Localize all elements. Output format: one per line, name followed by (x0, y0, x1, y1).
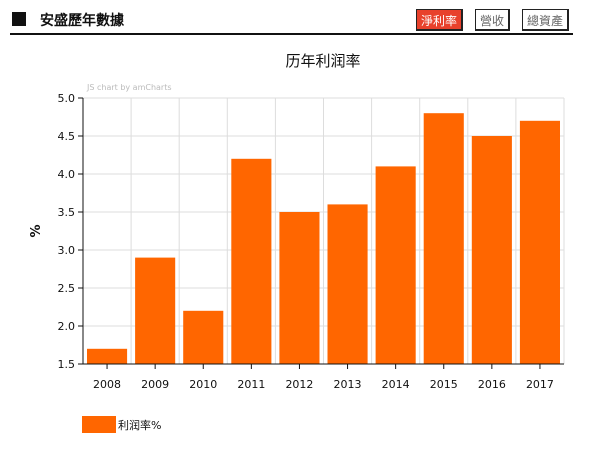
y-tick-label: 4.0 (58, 168, 76, 181)
y-axis-label: % (29, 224, 44, 237)
bar-2016[interactable] (471, 136, 512, 364)
y-tick-label: 1.5 (58, 358, 76, 371)
chart-title: 历年利润率 (285, 52, 360, 70)
tab-revenue[interactable]: 營收 (475, 9, 511, 31)
y-tick-label: 3.5 (58, 206, 76, 219)
page-title: 安盛歷年數據 (40, 13, 124, 29)
x-tick-label: 2014 (382, 378, 410, 391)
header-square-icon (12, 12, 26, 26)
x-tick-label: 2008 (93, 378, 121, 391)
bar-2009[interactable] (135, 257, 176, 364)
bar-2014[interactable] (375, 166, 416, 364)
bar-2012[interactable] (279, 212, 320, 364)
legend-label[interactable]: 利润率% (118, 418, 161, 432)
x-tick-label: 2012 (285, 378, 313, 391)
tab-total-assets[interactable]: 總資產 (522, 9, 570, 31)
legend-swatch[interactable] (82, 416, 116, 433)
x-tick-label: 2009 (141, 378, 169, 391)
x-tick-label: 2013 (334, 378, 362, 391)
y-tick-label: 2.5 (58, 282, 76, 295)
header-divider (10, 33, 573, 35)
tab-net-margin[interactable]: 淨利率 (416, 9, 464, 31)
bar-2011[interactable] (231, 158, 272, 364)
bar-2008[interactable] (87, 348, 128, 364)
y-tick-label: 4.5 (58, 130, 76, 143)
y-tick-label: 2.0 (58, 320, 76, 333)
bar-2015[interactable] (423, 113, 464, 364)
bar-2013[interactable] (327, 204, 368, 364)
x-tick-label: 2016 (478, 378, 506, 391)
x-tick-label: 2011 (237, 378, 265, 391)
x-tick-label: 2017 (526, 378, 554, 391)
y-tick-label: 3.0 (58, 244, 76, 257)
x-tick-label: 2010 (189, 378, 217, 391)
y-tick-label: 5.0 (58, 92, 76, 105)
page-header: 安盛歷年數據 (10, 8, 510, 32)
x-tick-label: 2015 (430, 378, 458, 391)
amcharts-watermark[interactable]: JS chart by amCharts (86, 83, 172, 92)
bar-2010[interactable] (183, 310, 224, 364)
bar-2017[interactable] (519, 120, 560, 364)
